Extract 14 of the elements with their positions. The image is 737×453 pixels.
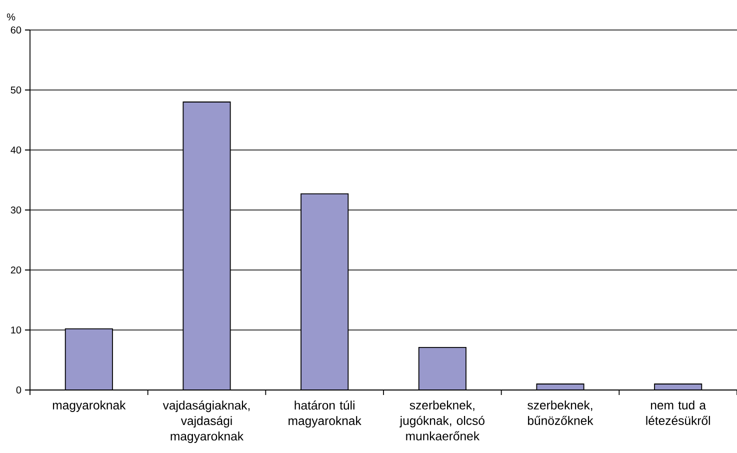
y-tick-label: 20: [10, 266, 22, 274]
x-tick-label: magyaroknak: [52, 400, 126, 412]
y-tick-label: 40: [10, 146, 22, 154]
x-tick-label: vajdaságiaknak, vajdasági magyaroknak: [162, 400, 250, 443]
x-tick-label: határon túli magyaroknak: [288, 400, 362, 428]
x-tick-label: szerbeknek, bűnözőknek: [528, 400, 594, 425]
y-tick-label: 50: [10, 86, 22, 94]
x-tick-label: szerbeknek, jugóknak, olcsó munkaerőnek: [400, 400, 484, 440]
x-tick-label: nem tud a létezésükről: [646, 400, 710, 425]
y-tick-label: 0: [16, 386, 22, 394]
y-axis-title: %: [6, 13, 16, 20]
y-tick-label: 60: [10, 26, 22, 34]
y-tick-label: 10: [11, 326, 22, 334]
y-tick-label: 30: [10, 206, 22, 214]
